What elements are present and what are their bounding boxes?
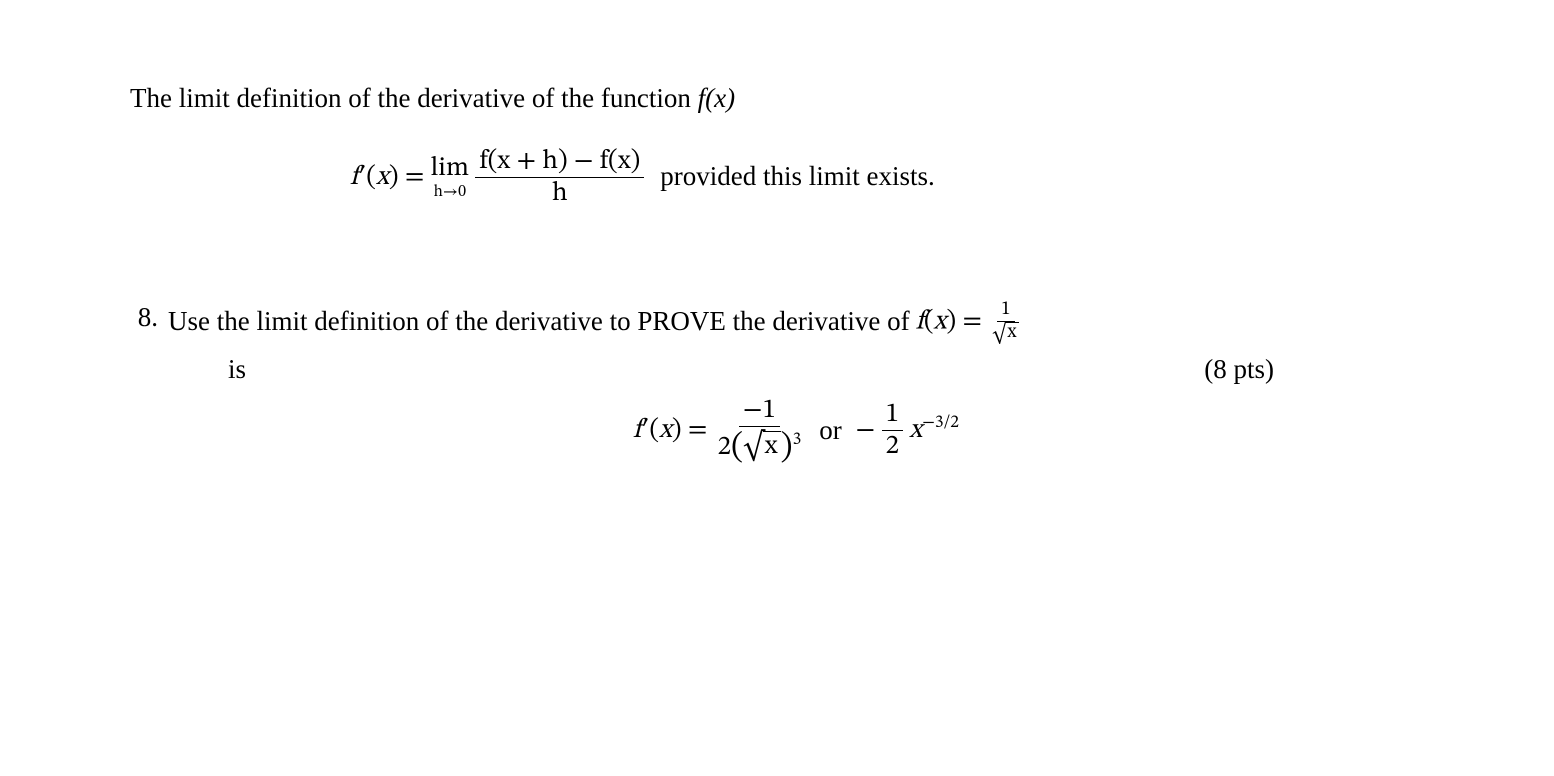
alt-den: 2 [882,431,903,462]
den-h: h [552,180,568,207]
rf1-close-paren: ) [781,431,793,465]
num-x: x [497,148,510,175]
definition-equation: f′(x) = lim h→0 f(x + h) − f(x) h [350,146,644,209]
intro-text: The limit definition of the derivative o… [130,83,698,113]
definition-row: f′(x) = lim h→0 f(x + h) − f(x) h provid… [350,146,1424,209]
intro-fx: f(x) [698,83,735,113]
alt-exp: −3/2 [922,415,959,432]
def-lhs-open: ( [366,164,376,191]
radicand-x: x [1005,322,1019,344]
oosx-num: 1 [997,299,1014,322]
sqrt-x: √ x [992,322,1019,344]
def-lhs-x: x [376,164,389,191]
alt-minus: − [856,417,875,444]
num-close: ) [558,148,568,175]
difference-quotient: f(x + h) − f(x) h [475,146,644,209]
problem-fx-expr: f(x) = 1 √ x [916,299,1024,346]
num-plus: + [510,148,542,175]
pfx-close: ) [946,309,956,336]
lim-h: h [434,184,443,200]
is-points-row: is (8 pts) [168,351,1424,389]
rf1-radicand: x [763,431,781,462]
num-open: ( [488,148,498,175]
is-text: is [228,351,246,389]
result-alt: − 1 2 x−3/2 [856,399,959,462]
definition-tail: provided this limit exists. [660,158,935,196]
rf1-den-2: 2 [718,434,731,461]
res-eq: = [682,417,714,444]
alt-num: 1 [882,399,903,431]
alt-half: 1 2 [882,399,903,462]
rf1-sqrt: √x [743,431,780,462]
num-open2: ( [608,148,618,175]
def-eq: = [399,164,431,191]
rf1-radical-icon: √ [743,434,764,461]
num-f2: f [600,148,608,175]
num-close2: ) [631,148,641,175]
intro-line: The limit definition of the derivative o… [130,80,1424,118]
result-row: f′(x) = −1 2(√x)3 or − 1 2 x−3/2 [168,395,1424,466]
problem-body: Use the limit definition of the derivati… [168,299,1424,466]
res-x: x [659,417,672,444]
document-page: The limit definition of the derivative o… [0,0,1554,466]
rf1-open-paren: ( [731,431,743,465]
lim-arrow: → [443,184,458,200]
pfx-f: f [916,309,924,336]
pfx-eq: = [956,309,988,336]
lim-zero: 0 [458,184,466,200]
problem-number: 8. [130,299,158,466]
lim-sub: h→0 [434,184,466,200]
result-equation: f′(x) = −1 2(√x)3 [633,395,805,466]
points-label: (8 pts) [1204,351,1274,389]
dq-denominator: h [548,178,572,209]
rf1-num: −1 [739,395,780,427]
res-close: ) [672,417,682,444]
num-x2: x [618,148,631,175]
pfx-open: ( [924,309,934,336]
rf1-den: 2(√x)3 [714,427,806,466]
problem-8: 8. Use the limit definition of the deriv… [130,299,1424,466]
problem-text: Use the limit definition of the derivati… [168,303,910,341]
res-open: ( [649,417,659,444]
oosx-den: √ x [988,322,1023,346]
dq-numerator: f(x + h) − f(x) [475,146,644,178]
pfx-x: x [934,309,947,336]
one-over-sqrt-x: 1 √ x [988,299,1023,346]
def-lhs-close: ) [389,164,399,191]
limit-operator: lim h→0 [431,155,469,200]
rf1-exp: 3 [793,432,802,449]
alt-x: x [909,417,922,444]
num-f: f [479,148,487,175]
num-minus: − [568,148,600,175]
or-text: or [819,412,842,450]
result-fraction-1: −1 2(√x)3 [714,395,806,466]
lim-label: lim [431,155,469,182]
problem-statement-line: Use the limit definition of the derivati… [168,299,1424,346]
num-h: h [542,148,558,175]
